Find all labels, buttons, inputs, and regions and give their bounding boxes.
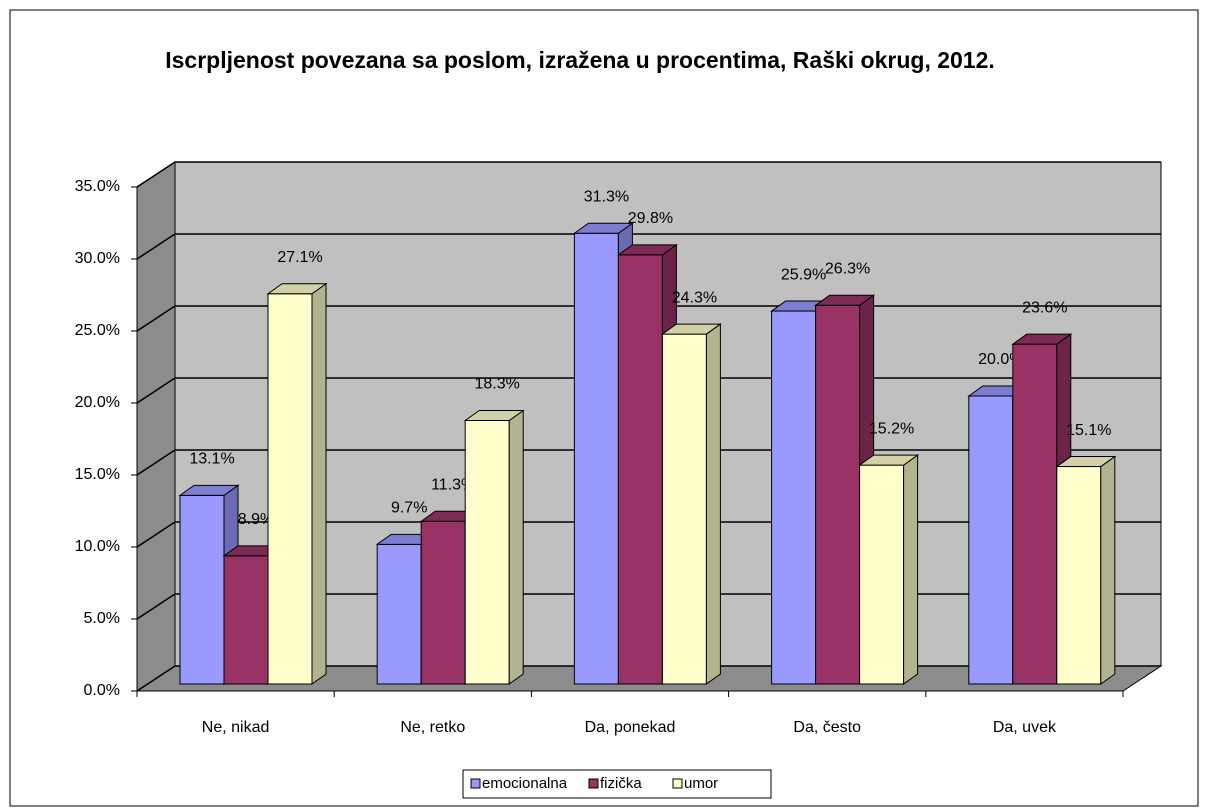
bar-front	[1056, 466, 1102, 685]
y-tick-label: 15.0%	[75, 466, 120, 483]
data-label: 29.8%	[628, 210, 673, 227]
left-wall	[136, 161, 176, 692]
data-label: 26.3%	[825, 260, 870, 277]
chart-title: Iscrpljenost povezana sa poslom, izražen…	[165, 47, 995, 73]
data-label: 23.6%	[1022, 299, 1067, 316]
data-label: 8.9%	[238, 511, 274, 528]
x-tick-label: Da, često	[793, 719, 861, 736]
data-label: 9.7%	[391, 500, 427, 517]
bar-side	[903, 454, 919, 685]
bar-top	[463, 409, 525, 421]
bar-front	[573, 232, 619, 685]
x-tick-label: Ne, retko	[400, 719, 465, 736]
data-label: 24.3%	[672, 289, 717, 306]
bar-top	[660, 323, 722, 335]
bar-front	[179, 494, 225, 685]
bar-side	[705, 323, 721, 685]
y-tick-label: 20.0%	[75, 394, 120, 411]
y-tick-label: 30.0%	[75, 250, 120, 267]
bar-side	[311, 282, 327, 685]
legend-box	[462, 769, 772, 799]
bar-front	[968, 395, 1014, 685]
bar	[660, 323, 722, 685]
bar-top	[572, 222, 634, 234]
legend-swatch	[588, 778, 599, 789]
x-tick-label: Ne, nikad	[202, 719, 270, 736]
bar-front	[1012, 343, 1058, 685]
bar-top	[178, 484, 240, 496]
data-label: 11.3%	[431, 476, 475, 493]
data-label: 15.2%	[869, 420, 914, 437]
bar-front	[661, 333, 707, 685]
data-label: 20.0%	[978, 351, 1023, 368]
bar-front	[267, 293, 313, 685]
bar-front	[223, 555, 269, 685]
data-label: 27.1%	[277, 249, 322, 266]
bar-front	[815, 304, 861, 685]
x-tick-label: Da, uvek	[993, 719, 1057, 736]
x-tick-label: Da, ponekad	[585, 719, 676, 736]
data-label: 18.3%	[475, 376, 520, 393]
data-label: 25.9%	[781, 266, 826, 283]
bar-front	[617, 254, 663, 685]
bar	[463, 409, 525, 685]
legend-swatch	[672, 778, 683, 789]
y-tick-label: 0.0%	[84, 682, 120, 699]
y-tick-label: 25.0%	[75, 322, 120, 339]
bar-front	[376, 543, 422, 685]
bar-front	[771, 310, 817, 685]
data-label: 31.3%	[584, 188, 629, 205]
grid-line	[136, 161, 1161, 188]
bar-side	[508, 409, 524, 685]
bar	[1055, 455, 1117, 685]
bar-top	[616, 244, 678, 256]
bar-top	[1055, 456, 1117, 468]
bar-front	[859, 464, 905, 685]
bar-top	[266, 283, 328, 295]
y-tick-label: 35.0%	[75, 178, 120, 195]
bar	[266, 282, 328, 685]
bar	[858, 454, 920, 685]
bar-top	[1011, 333, 1073, 345]
data-label: 13.1%	[189, 451, 234, 468]
bar-front	[464, 419, 510, 685]
grid-line	[136, 233, 1161, 260]
legend-label: emocionalna	[482, 775, 568, 792]
y-tick-label: 10.0%	[75, 538, 120, 555]
bar-front	[420, 520, 466, 685]
legend-label: fizička	[600, 775, 642, 792]
legend-label: umor	[684, 775, 718, 792]
bar-side	[1100, 455, 1116, 685]
data-label: 15.1%	[1066, 422, 1111, 439]
bar-top	[858, 454, 920, 466]
bar-top	[814, 294, 876, 306]
y-tick-label: 5.0%	[84, 610, 120, 627]
legend-swatch	[470, 778, 481, 789]
